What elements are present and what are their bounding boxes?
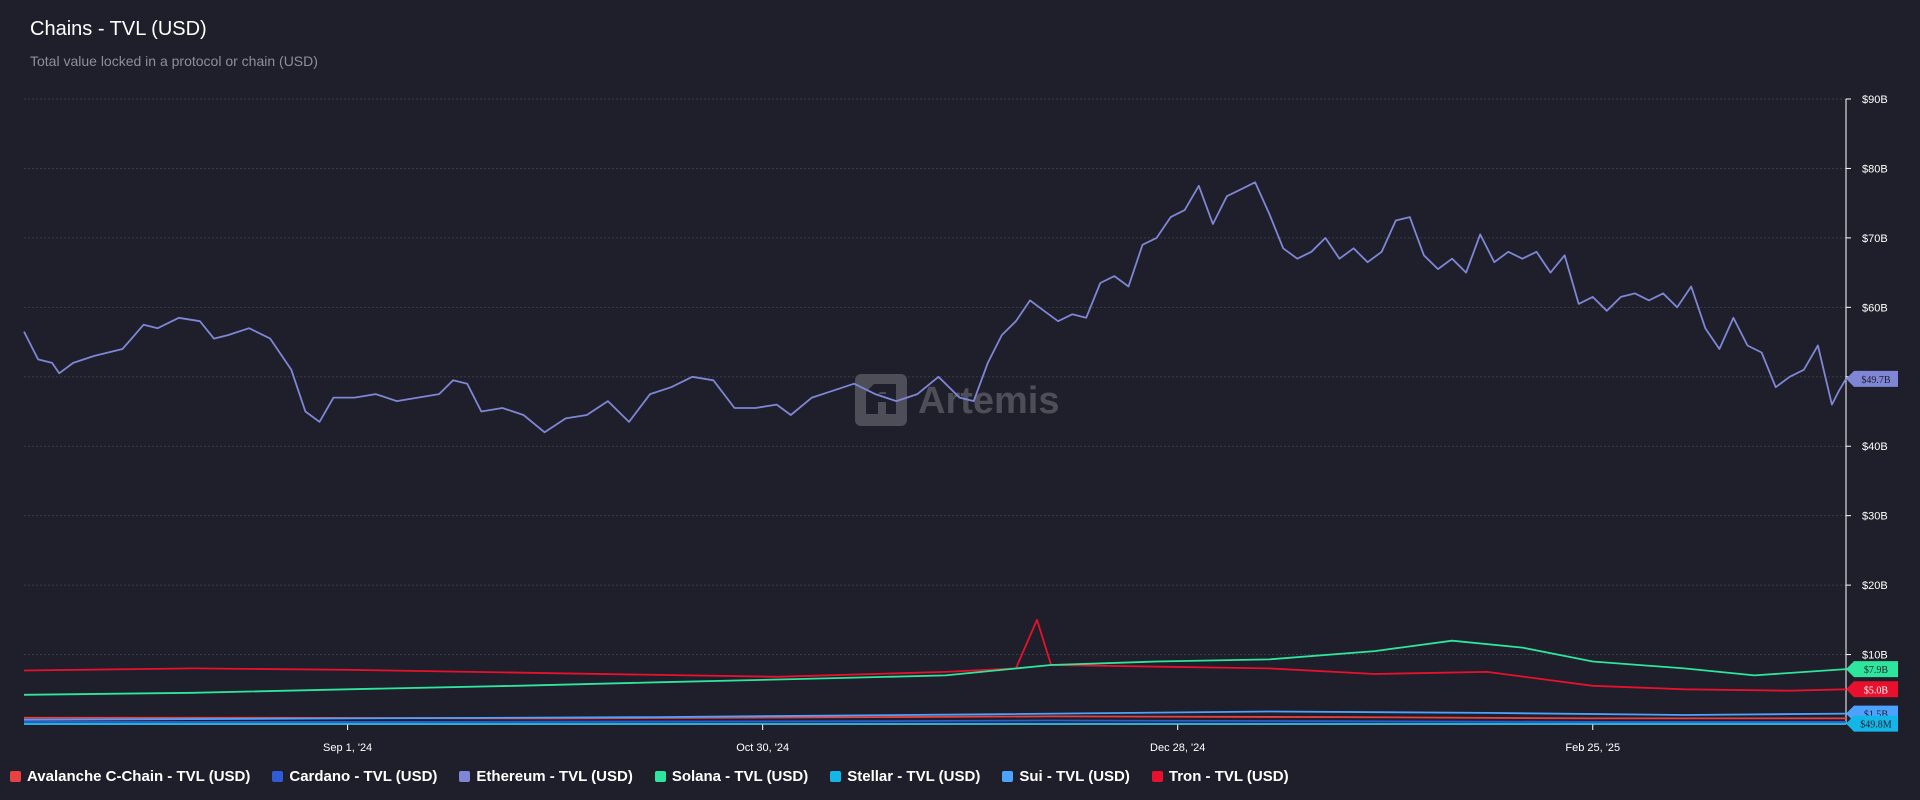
y-tick-label: $10B <box>1862 650 1888 662</box>
watermark-text: Artemis <box>918 380 1060 422</box>
y-tick-label: $20B <box>1862 580 1888 592</box>
y-tick-label: $60B <box>1862 302 1888 314</box>
legend-item[interactable]: Solana - TVL (USD) <box>654 768 809 785</box>
series-line-sui[interactable] <box>23 710 1847 721</box>
end-label-badge <box>1846 715 1898 732</box>
legend-swatch <box>459 771 471 782</box>
legend-label: Cardano - TVL (USD) <box>289 768 438 785</box>
legend-swatch <box>272 771 284 782</box>
legend-swatch <box>654 771 666 782</box>
legend-swatch <box>1151 771 1163 782</box>
y-tick-label: $40B <box>1862 441 1888 453</box>
legend-label: Avalanche C-Chain - TVL (USD) <box>27 768 251 785</box>
x-tick-label: Sep 1, '24 <box>323 742 372 754</box>
grid-lines <box>24 98 1846 656</box>
chart-title: Chains - TVL (USD) <box>30 18 207 40</box>
end-label-text: $49.7B <box>1861 375 1891 386</box>
chart-header: Chains - TVL (USD) Total value locked in… <box>30 18 318 69</box>
legend-label: Tron - TVL (USD) <box>1168 768 1289 785</box>
end-label: $7.9B <box>1846 661 1898 678</box>
series-lines <box>23 181 1847 725</box>
end-value-labels: $49.7B $7.9B $5.0B $1.5B$49.8M <box>1846 370 1898 732</box>
chart-legend: Avalanche C-Chain - TVL (USD) Cardano - T… <box>10 768 1289 785</box>
series-line-ethereum[interactable] <box>23 181 1847 434</box>
end-label-text: $1.5B <box>1864 710 1889 721</box>
end-label-text: $49.8M <box>1860 720 1892 731</box>
legend-item[interactable]: Cardano - TVL (USD) <box>272 768 437 785</box>
legend-item[interactable]: Sui - TVL (USD) <box>1002 768 1130 785</box>
end-label-badge <box>1846 681 1898 698</box>
legend-label: Solana - TVL (USD) <box>671 768 809 785</box>
end-label: $49.8M <box>1846 715 1898 732</box>
series-line-solana[interactable] <box>23 639 1847 696</box>
legend-swatch <box>830 771 842 782</box>
artemis-watermark: Artemis <box>855 374 1060 426</box>
y-axis: $10B$20B$30B$40B$50B$60B$70B$80B$90B <box>1845 94 1888 724</box>
end-label-text: $7.9B <box>1864 665 1889 676</box>
end-label-badge <box>1846 661 1898 678</box>
x-axis: Sep 1, '24 Oct 30, '24 Dec 28, '24 Feb 25, … <box>24 723 1846 754</box>
legend-item[interactable]: Stellar - TVL (USD) <box>830 768 980 785</box>
end-label-badge <box>1846 370 1898 387</box>
legend-item[interactable]: Tron - TVL (USD) <box>1151 768 1289 785</box>
end-label: $5.0B <box>1846 681 1898 698</box>
legend-item[interactable]: Ethereum - TVL (USD) <box>459 768 633 785</box>
end-label: $49.7B <box>1846 370 1898 387</box>
legend-swatch <box>10 771 21 782</box>
y-tick-label: $80B <box>1862 163 1888 175</box>
y-tick-label: $30B <box>1862 511 1888 523</box>
chart-subtitle: Total value locked in a protocol or chai… <box>30 53 318 69</box>
x-tick-label: Feb 25, '25 <box>1565 742 1620 754</box>
series-line-tron[interactable] <box>23 618 1847 692</box>
series-line-cardano[interactable] <box>24 719 1846 723</box>
legend-item[interactable]: Avalanche C-Chain - TVL (USD) <box>10 768 250 785</box>
x-tick-label: Dec 28, '24 <box>1150 742 1205 754</box>
legend-label: Sui - TVL (USD) <box>1019 768 1130 785</box>
end-label-text: $5.0B <box>1864 685 1889 696</box>
legend-swatch <box>1002 771 1014 782</box>
artemis-logo-mark <box>866 384 896 414</box>
legend-label: Ethereum - TVL (USD) <box>476 768 633 785</box>
x-tick-label: Oct 30, '24 <box>736 742 789 754</box>
legend-label: Stellar - TVL (USD) <box>847 768 981 785</box>
y-tick-label: $90B <box>1862 94 1888 106</box>
y-tick-label: $70B <box>1862 233 1888 245</box>
